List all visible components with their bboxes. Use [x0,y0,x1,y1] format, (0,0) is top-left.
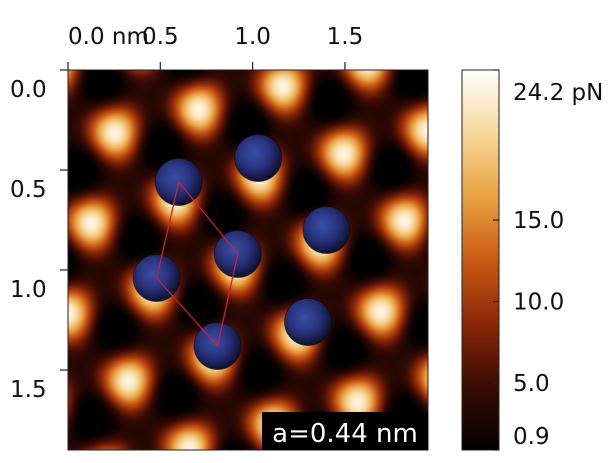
lattice-label: a=0.44 nm [272,419,418,449]
atoms-layer [132,134,351,370]
colorbar-tick-label: 0.9 [513,424,550,450]
y-tick-label: 1.5 [10,377,47,403]
y-tick-label: 0.0 [10,77,47,103]
unit-cell-outline [155,180,239,348]
colorbar-gradient [461,69,500,451]
x-tick-label: 0.5 [142,24,179,50]
x-tick-label: 0.0 nm [68,24,149,50]
colorbar-tick-label: 24.2 pN [513,80,603,106]
atom-marker [302,206,351,254]
y-tick-label: 1.0 [10,277,47,303]
y-tick-label: 0.5 [10,177,47,203]
colorbar-tick-label: 10.0 [513,290,564,316]
colorbar-tick-label: 15.0 [513,208,564,234]
y-axis: 0.0 0.5 1.0 1.5 [10,69,68,403]
plot-frame [67,69,429,451]
colorbar: 24.2 pN 15.0 10.0 5.0 0.9 [461,69,603,451]
lattice-label-box: a=0.44 nm [262,412,428,450]
lattice-label-background [262,412,428,450]
x-tick-label: 1.0 [234,24,271,50]
colorbar-ticks: 24.2 pN 15.0 10.0 5.0 0.9 [493,69,603,451]
atom-marker [284,298,332,346]
atom-marker [234,134,283,182]
x-tick-label: 1.5 [327,24,364,50]
x-axis: 0.0 nm0.5 1.0 1.5 [67,24,364,70]
colorbar-tick-label: 5.0 [513,371,550,397]
